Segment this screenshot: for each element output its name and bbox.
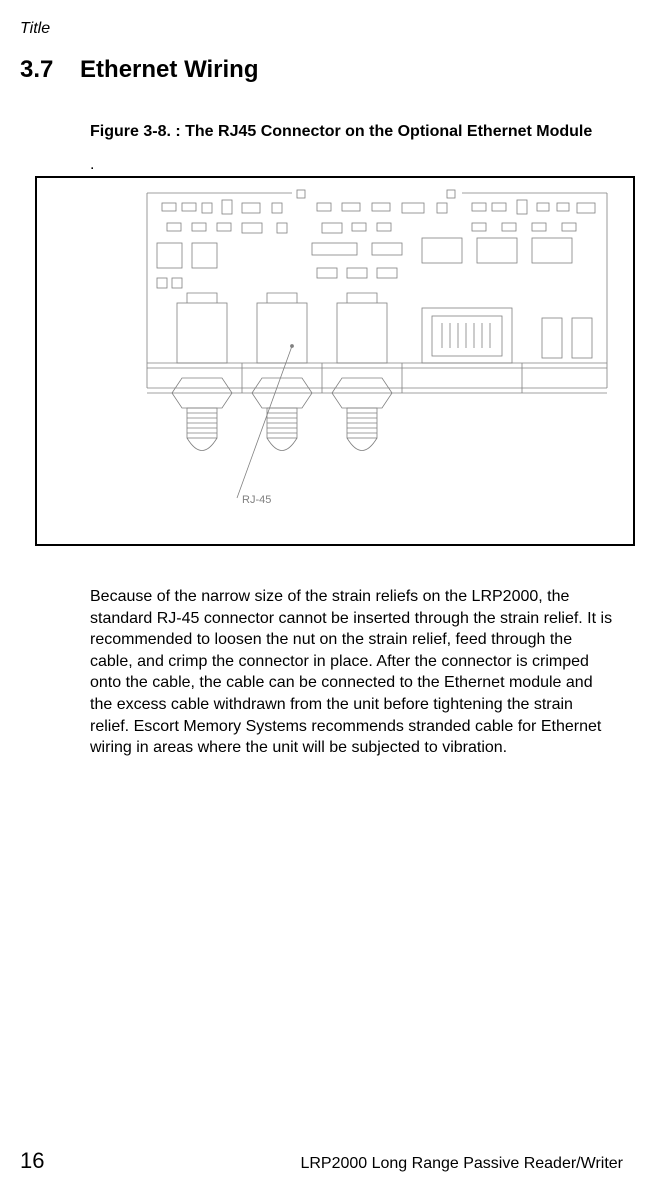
section-heading: 3.7 Ethernet Wiring [20, 56, 623, 84]
running-title: Title [20, 20, 623, 38]
figure-label: RJ-45 [242, 494, 271, 506]
body-paragraph: Because of the narrow size of the strain… [90, 586, 613, 759]
pcb-diagram: RJ-45 [142, 188, 612, 538]
section-title: Ethernet Wiring [80, 56, 258, 83]
page-footer: 16 LRP2000 Long Range Passive Reader/Wri… [20, 1148, 623, 1174]
section-number: 3.7 [20, 56, 53, 83]
footer-text: LRP2000 Long Range Passive Reader/Writer [300, 1155, 623, 1173]
figure-frame: RJ-45 [35, 176, 635, 546]
dot: . [90, 156, 613, 174]
figure-caption: Figure 3-8. : The RJ45 Connector on the … [90, 122, 613, 142]
page-number: 16 [20, 1148, 44, 1174]
